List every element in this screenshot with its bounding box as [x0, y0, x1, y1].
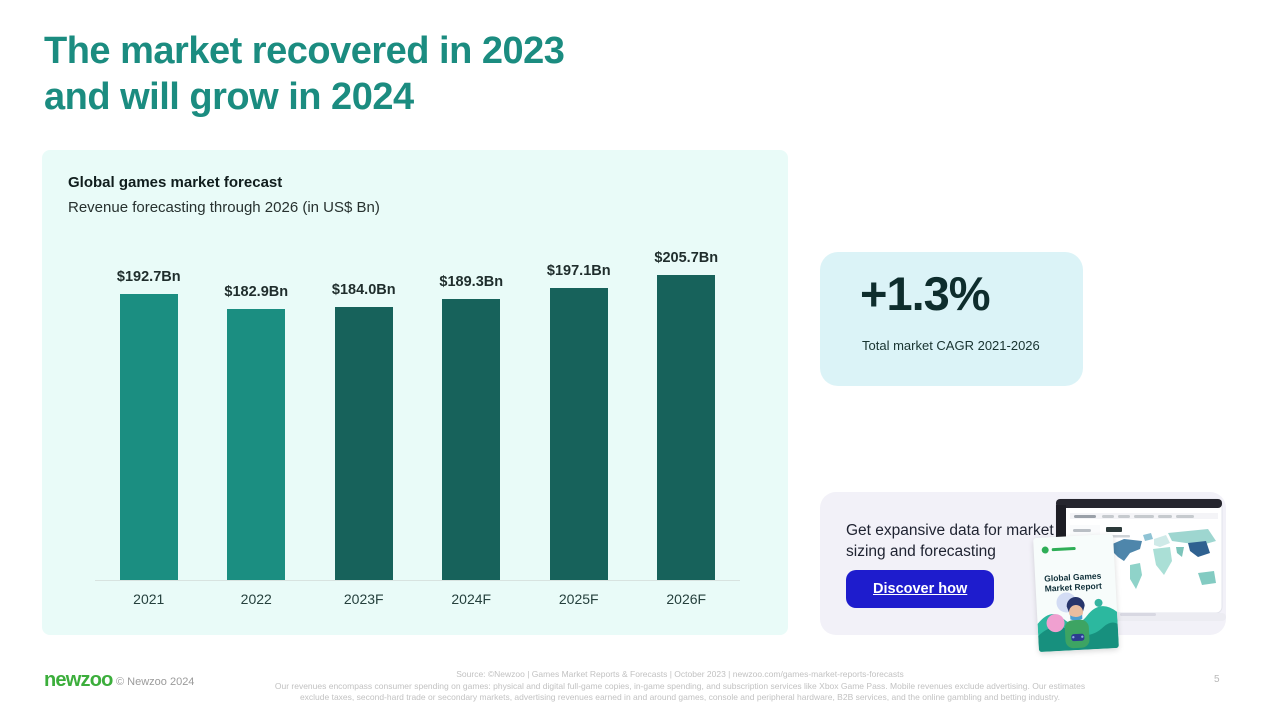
footer-source-block: Source: ©Newzoo | Games Market Reports &… [170, 669, 1190, 704]
x-tick-2021: 2021 [133, 591, 165, 607]
cagr-value: +1.3% [860, 267, 991, 320]
chart-columns: $192.7Bn $182.9Bn $184.0Bn $189.3Bn $197.1Bn… [95, 238, 740, 580]
x-axis-ticks: 2021 2022 2023F 2024F 2025F 2026F [95, 591, 740, 607]
x-axis-baseline [95, 580, 740, 581]
slide-title-line1: The market recovered in 2023 [44, 30, 565, 72]
bar-column-2026F: $205.7Bn [633, 238, 741, 580]
copyright-text: © Newzoo 2024 [116, 676, 195, 688]
bar-value-label: $189.3Bn [439, 274, 504, 291]
cta-text: Get expansive data for market sizing and… [846, 522, 1054, 560]
report-cover-graphic: Global Games Market Report [1033, 533, 1119, 653]
bar-column-2021: $192.7Bn [95, 238, 203, 580]
chart-panel: Global games market forecast Revenue for… [42, 150, 788, 635]
x-tick-2023F: 2023F [343, 591, 384, 607]
x-tick-2026F: 2026F [666, 591, 707, 607]
bar-2022 [227, 308, 286, 580]
slide-title-line2: and will grow in 2024 [44, 76, 414, 118]
cagr-caption: Total market CAGR 2021-2026 [862, 338, 1040, 353]
slide-title: The market recovered in 2023 and will gr… [44, 28, 565, 120]
chart-title: Global games market forecast [68, 174, 283, 191]
report-cover: Global Games Market Report [1033, 533, 1119, 653]
source-text: Source: ©Newzoo | Games Market Reports &… [456, 669, 904, 679]
report-title: Global Games Market Report [1043, 570, 1103, 594]
newzoo-logo: newzoo [44, 669, 113, 691]
x-tick-2025F: 2025F [558, 591, 599, 607]
bar-value-label: $192.7Bn [116, 269, 181, 286]
bar-2024F [442, 299, 501, 580]
page-number: 5 [1214, 674, 1220, 685]
chart-subtitle: Revenue forecasting through 2026 (in US$… [68, 199, 380, 216]
bar-column-2024F: $189.3Bn [418, 238, 526, 580]
disclaimer-line1: Our revenues encompass consumer spending… [274, 680, 1086, 691]
cagr-panel: +1.3% Total market CAGR 2021-2026 [820, 252, 1083, 386]
bar-value-label: $205.7Bn [654, 250, 719, 266]
bar-column-2022: $182.9Bn [203, 238, 311, 580]
discover-how-button[interactable]: Discover how [846, 570, 995, 608]
x-tick-2022: 2022 [240, 591, 272, 607]
bar-2021 [119, 294, 178, 580]
bar-column-2025F: $197.1Bn [525, 238, 633, 580]
disclaimer-line2: exclude taxes, second-hard trade or seco… [299, 692, 1061, 702]
bar-value-label: $197.1Bn [546, 262, 611, 279]
bar-2023F [334, 307, 393, 580]
bar-2025F [549, 287, 608, 580]
bar-value-label: $184.0Bn [331, 282, 396, 299]
report-cover-art [1037, 546, 1119, 653]
x-tick-2024F: 2024F [451, 591, 492, 607]
bar-2026F [657, 275, 716, 580]
bar-value-label: $182.9Bn [224, 283, 289, 300]
bar-column-2023F: $184.0Bn [310, 238, 418, 580]
